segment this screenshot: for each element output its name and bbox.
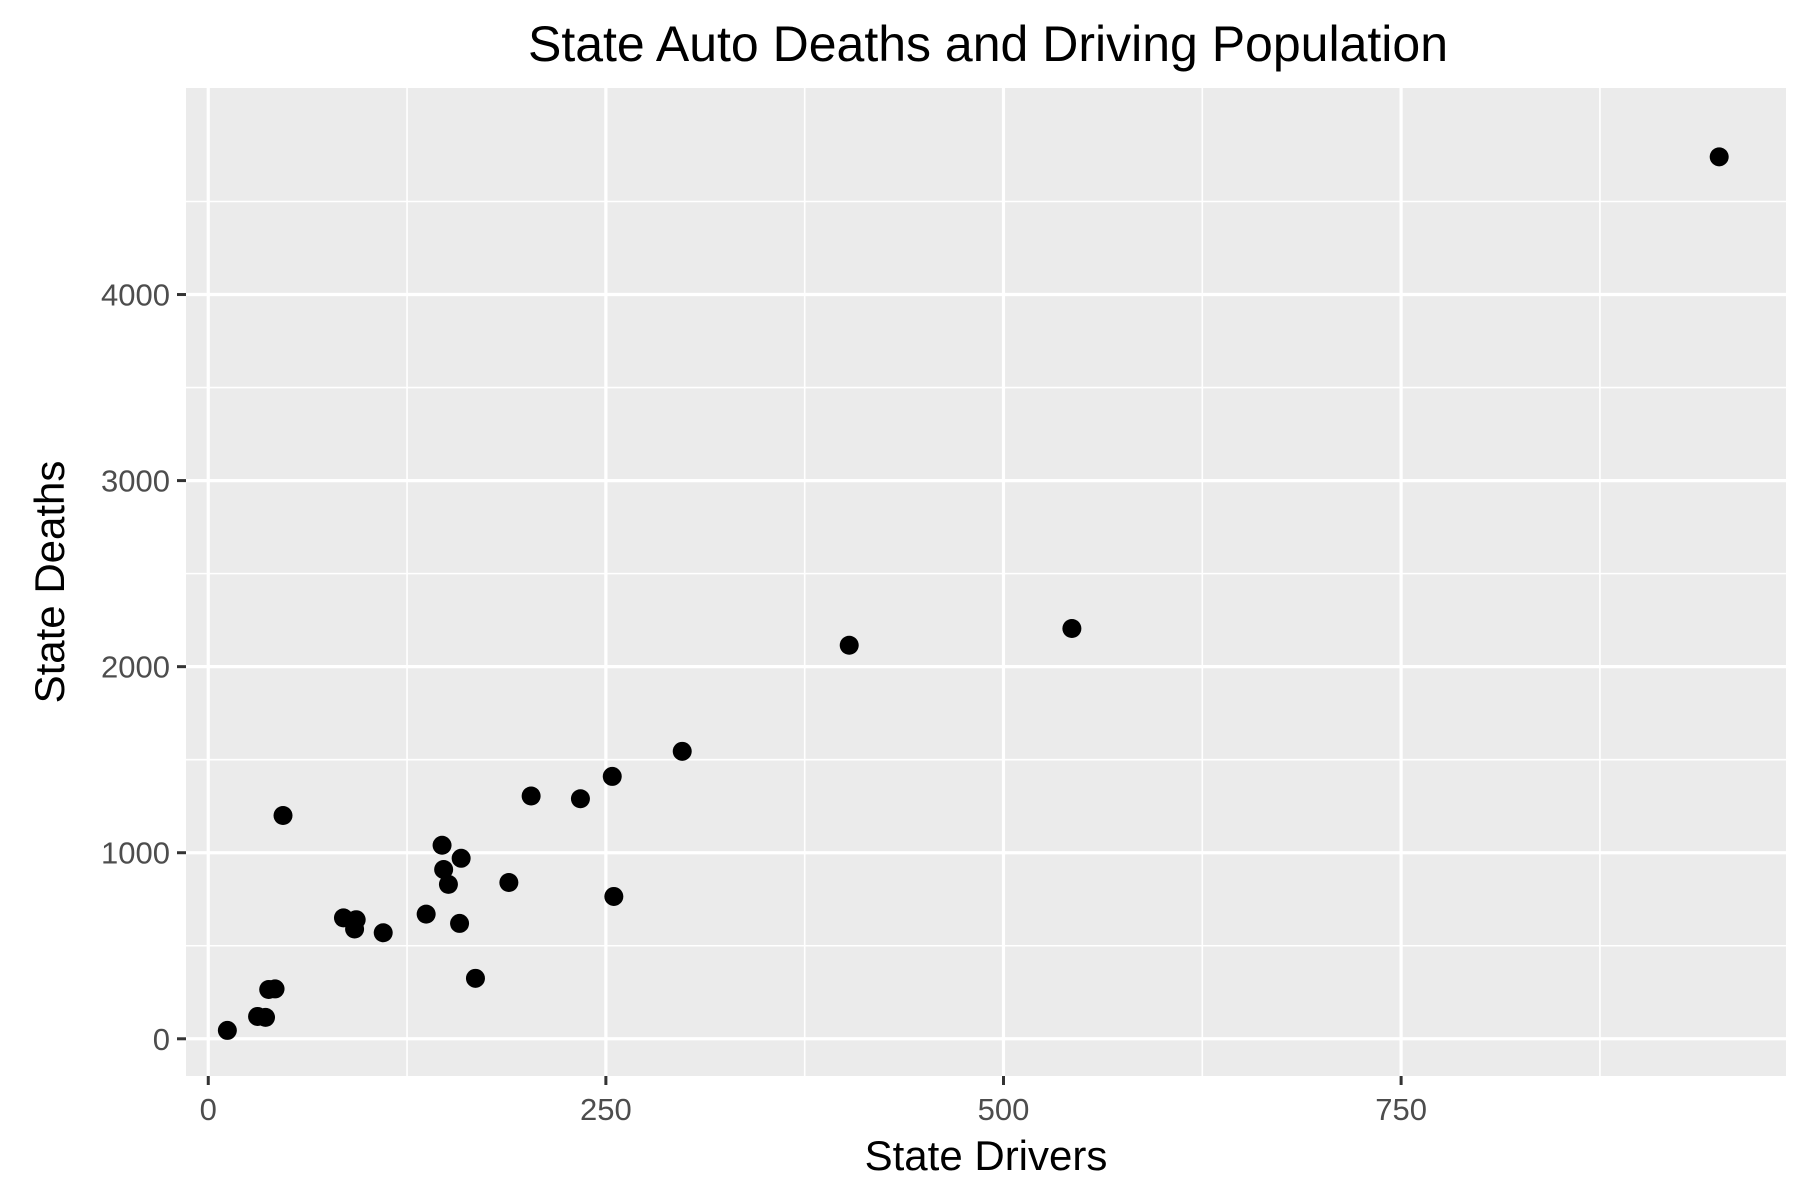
x-tick-label: 500 [978,1092,1030,1127]
y-tick-label: 0 [153,1022,170,1057]
data-point [416,904,436,924]
data-point [217,1020,237,1040]
data-point [465,968,485,988]
x-tick-label: 750 [1375,1092,1427,1127]
data-point [521,786,541,806]
data-point [432,835,452,855]
x-axis-title: State Drivers [865,1132,1108,1179]
data-point [273,806,293,826]
y-tick-label: 3000 [101,464,170,499]
data-point [256,1007,276,1027]
data-point [570,789,590,809]
data-point [602,766,622,786]
data-point [672,741,692,761]
y-tick-label: 4000 [101,278,170,313]
data-point [1062,619,1082,639]
data-point [434,859,454,879]
x-tick-label: 0 [200,1092,217,1127]
data-point [450,913,470,933]
plot-panel [186,88,1786,1076]
data-point [499,872,519,892]
y-tick-label: 1000 [101,836,170,871]
points-layer [217,147,1729,1040]
data-point [346,910,366,930]
data-point [604,886,624,906]
y-axis-title: State Deaths [26,461,73,704]
data-point [265,979,285,999]
data-point [438,874,458,894]
tick-layer: 0 250 500 750 0 1000 2000 3000 4000 [101,278,1427,1127]
chart-title: State Auto Deaths and Driving Population [528,16,1448,72]
data-point [451,848,471,868]
grid-layer [186,88,1786,1076]
data-point [1709,147,1729,167]
x-tick-label: 250 [580,1092,632,1127]
data-point [373,923,393,943]
data-point [839,635,859,655]
y-tick-label: 2000 [101,650,170,685]
